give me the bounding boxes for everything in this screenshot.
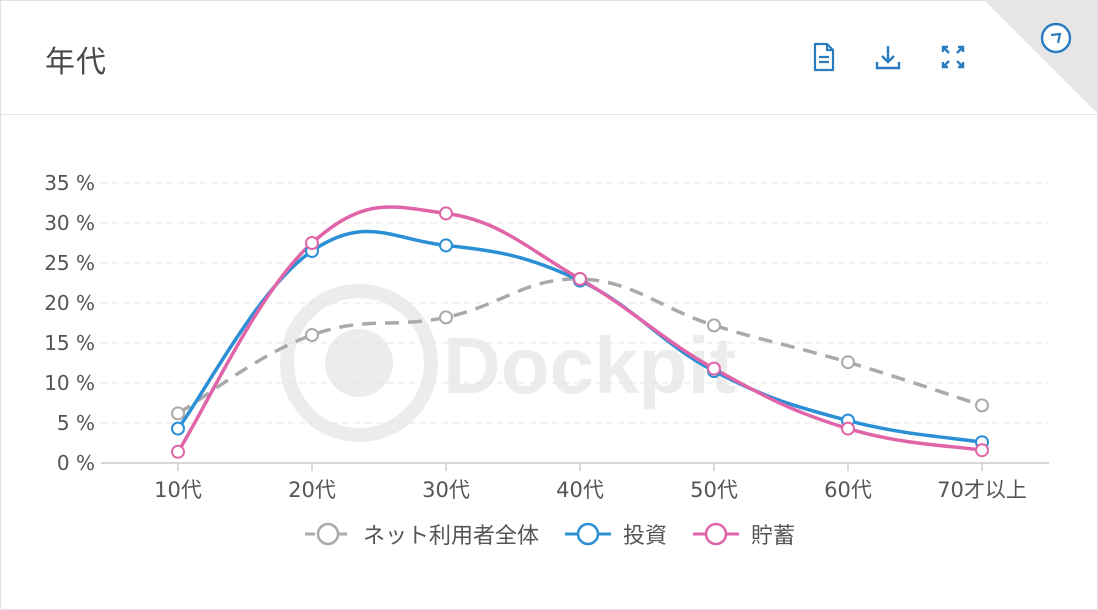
x-tick-label: 10代 <box>154 478 202 502</box>
y-tick-label: 0 % <box>57 451 95 475</box>
data-point-0-2 <box>439 310 453 325</box>
data-point-2-3 <box>573 272 587 286</box>
data-point-1-2 <box>439 238 453 253</box>
watermark-text: Dockpit <box>443 321 736 410</box>
data-point-0-4 <box>707 318 721 333</box>
y-tick-label: 30 % <box>44 211 95 235</box>
data-point-2-2 <box>439 206 453 221</box>
y-tick-label: 35 % <box>44 171 95 195</box>
compass-icon[interactable] <box>1039 21 1073 55</box>
x-tick-label: 20代 <box>288 478 336 502</box>
grid <box>101 182 1049 464</box>
legend-marker-all <box>304 522 351 546</box>
card-header: 年代 <box>1 1 1097 115</box>
download-icon[interactable] <box>872 41 904 73</box>
y-tick-label: 15 % <box>44 331 95 355</box>
legend-item-investment[interactable]: 投資 <box>563 518 667 550</box>
card-title: 年代 <box>45 45 107 80</box>
legend-label-savings: 貯蓄 <box>751 524 796 549</box>
data-point-0-0 <box>171 406 185 421</box>
x-tick-label: 50代 <box>690 478 738 502</box>
watermark: Dockpit <box>280 284 736 442</box>
data-point-0-5 <box>841 355 855 370</box>
y-tick-label: 25 % <box>44 251 95 275</box>
x-tick-label: 30代 <box>422 478 470 502</box>
data-point-2-0 <box>171 444 185 459</box>
document-icon[interactable] <box>808 41 840 73</box>
corner-fold <box>985 1 1097 113</box>
y-tick-label: 10 % <box>44 371 95 395</box>
data-point-0-6 <box>975 398 989 413</box>
data-point-2-5 <box>841 421 855 436</box>
series-points <box>171 206 989 459</box>
legend-item-savings[interactable]: 貯蓄 <box>691 518 795 550</box>
data-point-2-4 <box>707 361 721 376</box>
line-chart: Dockpit 0 % 5 % 10 % 15 % 20 % 25 % 30 % 35 % 1… <box>44 171 1049 502</box>
legend-marker-investment <box>564 522 611 546</box>
legend-label-investment: 投資 <box>622 524 667 549</box>
data-point-1-0 <box>171 421 185 436</box>
x-axis: 10代 20代 30代 40代 50代 60代 70才以上 <box>154 463 1027 502</box>
data-point-2-1 <box>305 236 319 250</box>
legend: ネット利用者全体 投資 貯蓄 <box>1 517 1097 551</box>
data-point-2-6 <box>975 443 989 458</box>
y-tick-label: 20 % <box>44 291 95 315</box>
x-tick-label: 60代 <box>824 478 872 502</box>
x-tick-label: 70才以上 <box>937 478 1027 502</box>
data-point-0-1 <box>305 328 319 342</box>
legend-marker-savings <box>693 522 739 546</box>
fullscreen-icon[interactable] <box>937 41 969 73</box>
y-tick-label: 5 % <box>57 411 95 435</box>
legend-label-all: ネット利用者全体 <box>362 524 539 549</box>
x-tick-label: 40代 <box>556 478 604 502</box>
y-axis: 0 % 5 % 10 % 15 % 20 % 25 % 30 % 35 % <box>44 171 95 475</box>
legend-item-all[interactable]: ネット利用者全体 <box>303 518 539 550</box>
